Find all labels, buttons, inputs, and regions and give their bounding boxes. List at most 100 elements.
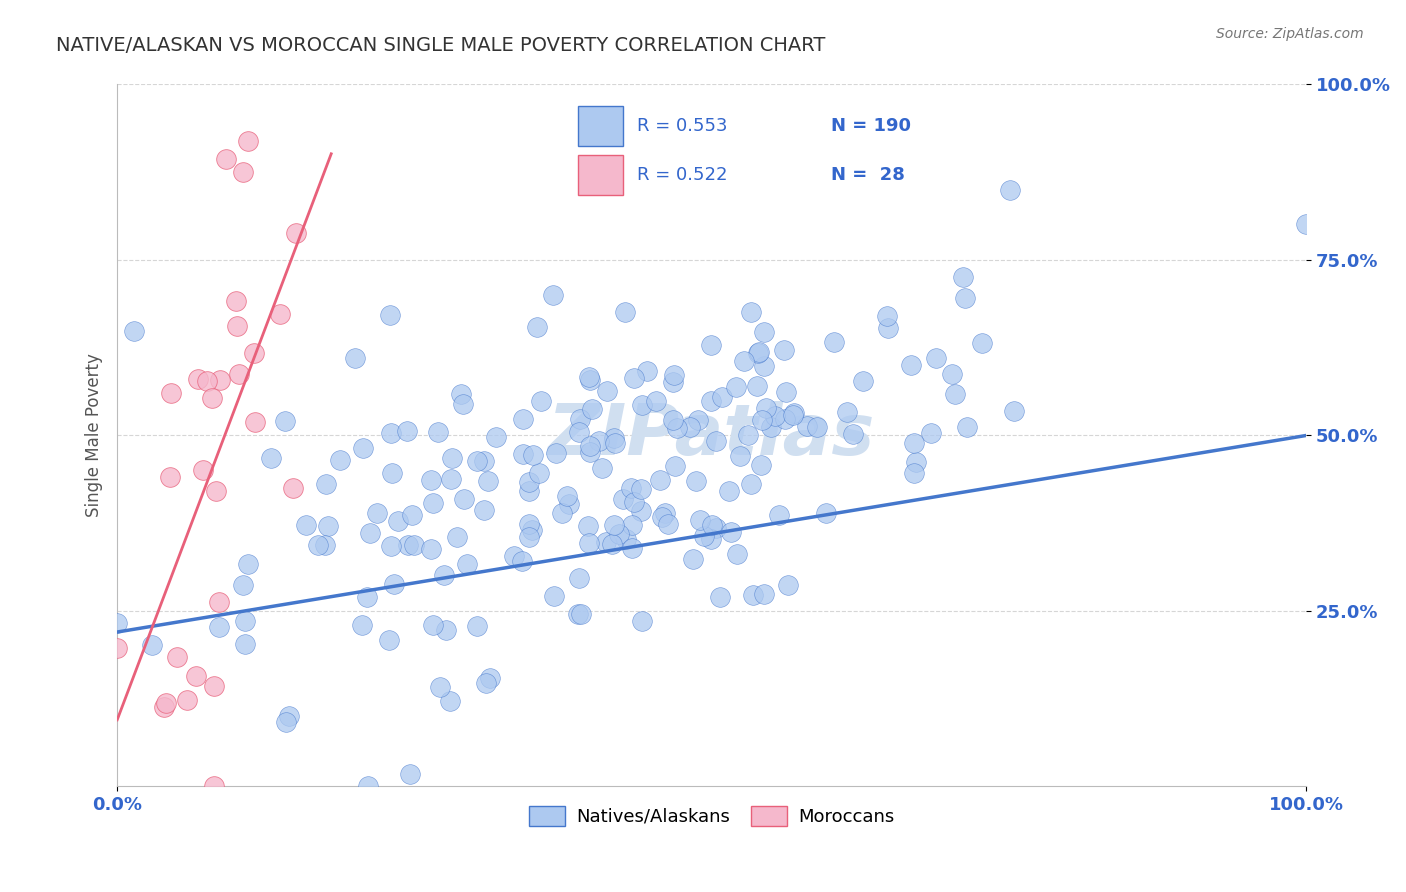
- Point: [228, 367, 250, 381]
- Point: [631, 615, 654, 629]
- Point: [740, 305, 762, 319]
- Point: [772, 343, 794, 357]
- Point: [314, 538, 336, 552]
- Point: [1295, 217, 1317, 231]
- Point: [711, 390, 734, 404]
- Point: [236, 557, 259, 571]
- Point: [693, 529, 716, 543]
- Point: [620, 541, 643, 555]
- Point: [588, 434, 610, 448]
- Point: [614, 533, 637, 547]
- Point: [620, 517, 643, 532]
- Point: [782, 408, 804, 422]
- Point: [232, 578, 254, 592]
- Point: [422, 618, 444, 632]
- Point: [105, 615, 128, 630]
- Point: [578, 370, 600, 384]
- Point: [657, 517, 679, 532]
- Point: [401, 508, 423, 523]
- Point: [225, 294, 247, 309]
- Point: [578, 536, 600, 550]
- Text: ZIPatlas: ZIPatlas: [548, 401, 876, 470]
- Point: [749, 458, 772, 472]
- Point: [124, 324, 146, 338]
- Point: [202, 780, 225, 794]
- Point: [243, 346, 266, 360]
- Point: [904, 455, 927, 469]
- Point: [276, 714, 298, 729]
- Point: [551, 506, 574, 520]
- Point: [730, 449, 752, 463]
- Point: [453, 491, 475, 506]
- Point: [748, 344, 770, 359]
- Point: [201, 391, 224, 405]
- Point: [754, 359, 776, 373]
- Point: [569, 607, 592, 621]
- Point: [720, 524, 742, 539]
- Point: [700, 338, 723, 352]
- Point: [747, 346, 769, 360]
- Point: [578, 445, 600, 459]
- Point: [752, 587, 775, 601]
- Point: [184, 669, 207, 683]
- Point: [503, 549, 526, 563]
- Point: [745, 378, 768, 392]
- Point: [685, 475, 707, 489]
- Point: [645, 393, 668, 408]
- Point: [842, 426, 865, 441]
- Point: [478, 671, 501, 685]
- Point: [620, 482, 643, 496]
- Point: [704, 521, 727, 535]
- Point: [920, 425, 942, 440]
- Point: [733, 354, 755, 368]
- Point: [591, 461, 613, 475]
- Point: [709, 590, 731, 604]
- Point: [465, 453, 488, 467]
- Point: [278, 709, 301, 723]
- Point: [925, 351, 948, 366]
- Point: [420, 473, 443, 487]
- Point: [664, 458, 686, 473]
- Point: [768, 508, 790, 523]
- Point: [806, 419, 828, 434]
- Point: [654, 506, 676, 520]
- Point: [596, 384, 619, 399]
- Point: [900, 358, 922, 372]
- Point: [941, 367, 963, 381]
- Point: [700, 532, 723, 546]
- Point: [700, 393, 723, 408]
- Point: [704, 434, 727, 448]
- Point: [195, 374, 218, 388]
- Point: [155, 696, 177, 710]
- Point: [208, 373, 231, 387]
- Point: [356, 591, 378, 605]
- Point: [226, 319, 249, 334]
- Point: [607, 526, 630, 541]
- Point: [359, 525, 381, 540]
- Point: [422, 496, 444, 510]
- Point: [636, 364, 658, 378]
- Point: [465, 619, 488, 633]
- Point: [903, 466, 925, 480]
- Point: [105, 641, 128, 656]
- Point: [395, 424, 418, 438]
- Point: [233, 637, 256, 651]
- Point: [281, 481, 304, 495]
- Point: [427, 425, 450, 439]
- Point: [837, 405, 859, 419]
- Point: [160, 385, 183, 400]
- Point: [475, 676, 498, 690]
- Point: [543, 589, 565, 603]
- Point: [377, 633, 399, 648]
- Point: [568, 412, 591, 426]
- Point: [814, 506, 837, 520]
- Point: [378, 308, 401, 322]
- Point: [651, 510, 673, 524]
- Point: [650, 474, 672, 488]
- Point: [876, 320, 898, 334]
- Point: [456, 558, 478, 572]
- Point: [600, 537, 623, 551]
- Point: [903, 436, 925, 450]
- Legend: Natives/Alaskans, Moroccans: Natives/Alaskans, Moroccans: [522, 798, 901, 834]
- Point: [517, 475, 540, 490]
